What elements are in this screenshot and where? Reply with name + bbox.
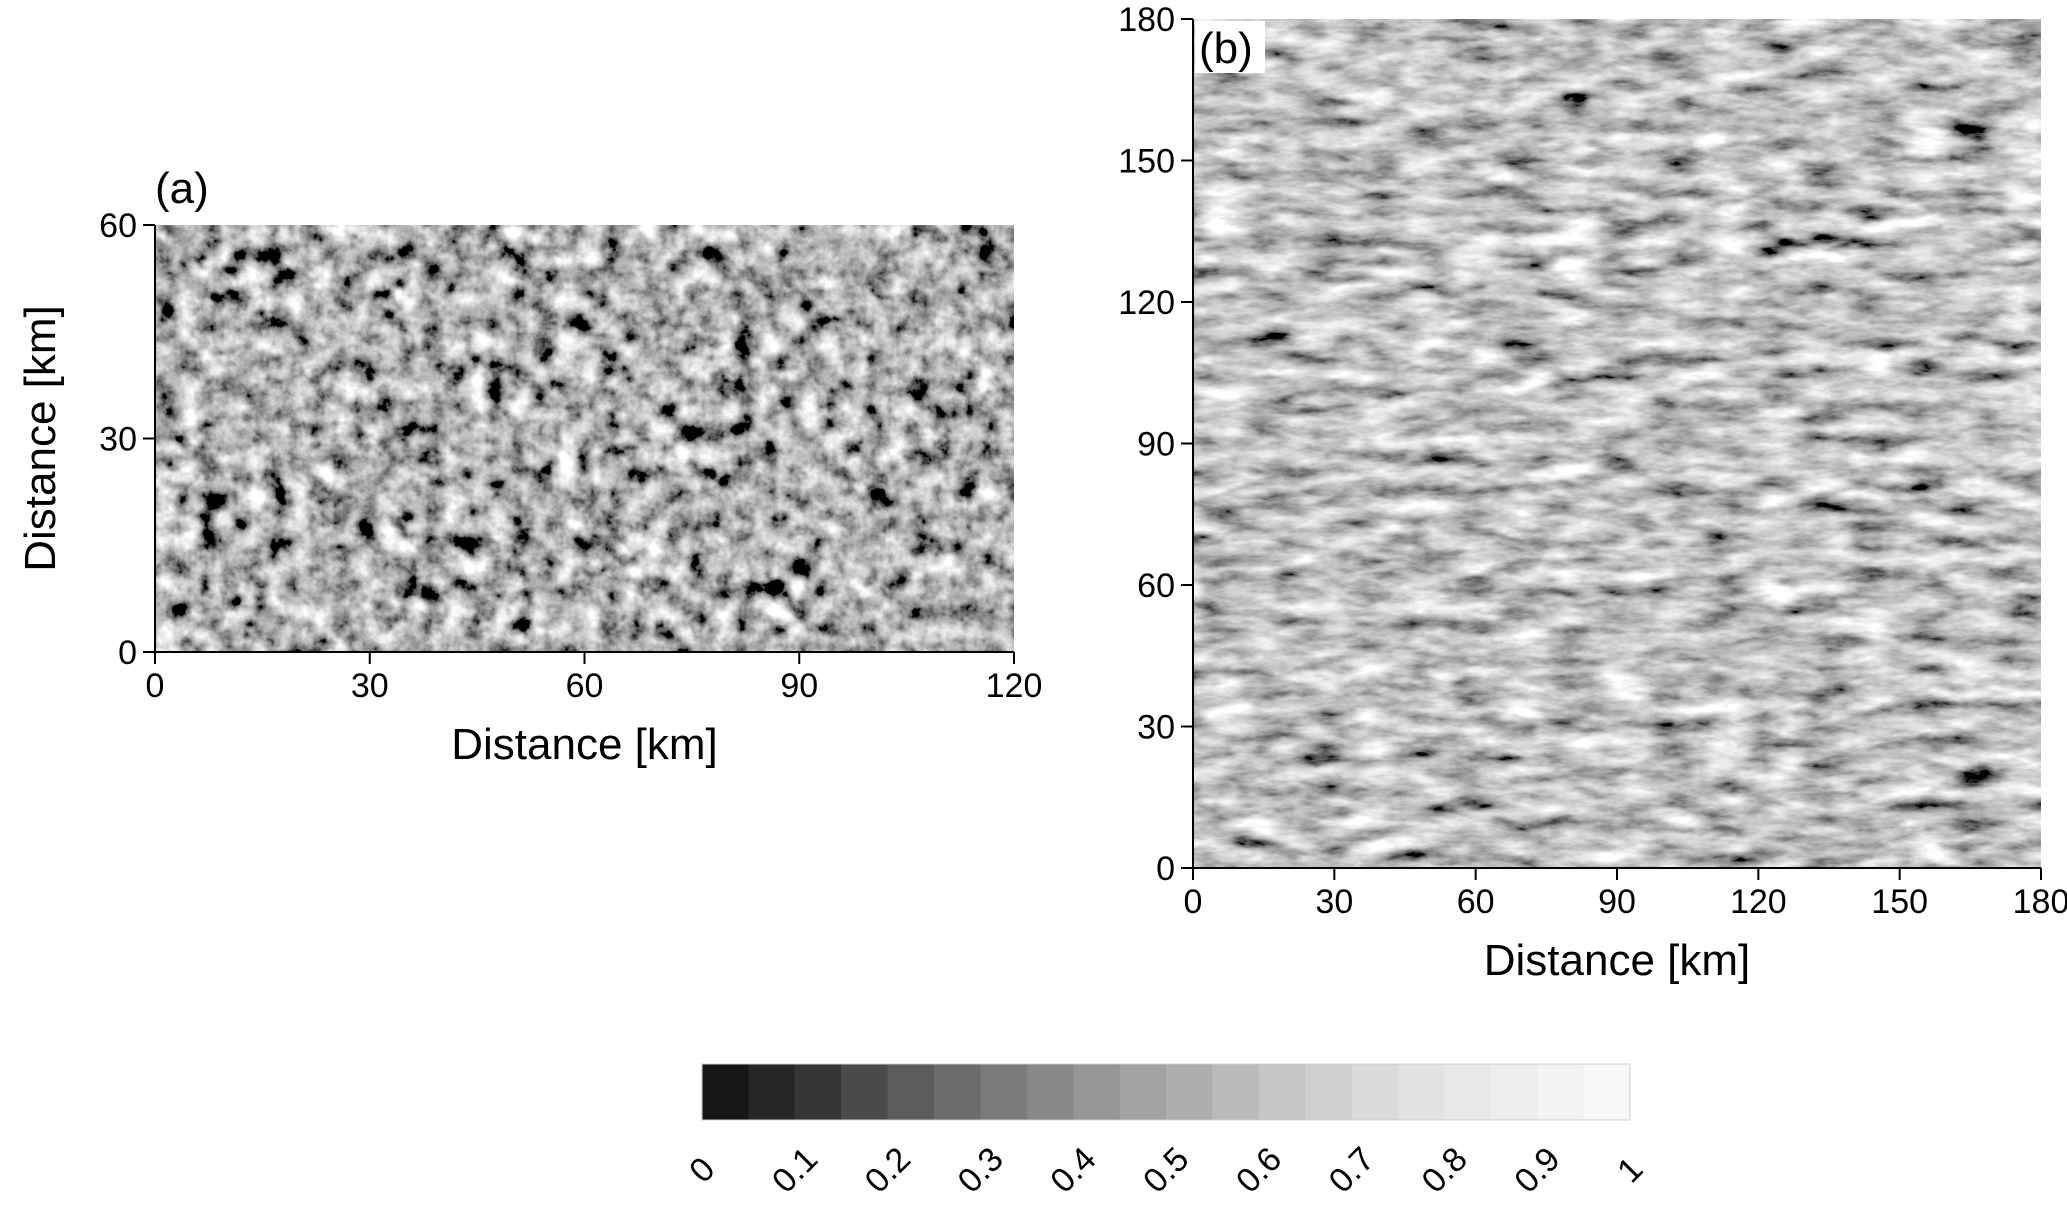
- x-axis-label: Distance [km]: [1484, 936, 1751, 985]
- colorbar-tick-label: 1: [1610, 1150, 1650, 1190]
- colorbar-swatch: [841, 1064, 889, 1120]
- colorbar-tick-label: 0.6: [1229, 1140, 1289, 1200]
- x-tick-label: 180: [2013, 883, 2067, 921]
- colorbar-tick-label: 0.8: [1414, 1140, 1474, 1200]
- colorbar-tick-label: 0.5: [1136, 1140, 1196, 1200]
- y-tick-label: 30: [99, 421, 137, 459]
- x-tick-label: 90: [780, 667, 818, 705]
- colorbar-swatch: [1026, 1064, 1074, 1120]
- x-axis-label: Distance [km]: [451, 720, 718, 769]
- y-tick-label: 0: [118, 634, 137, 672]
- colorbar-swatch: [748, 1064, 796, 1120]
- colorbar-tick-label: 0.7: [1322, 1140, 1382, 1200]
- x-tick-label: 60: [566, 667, 604, 705]
- y-tick-label: 60: [1137, 567, 1175, 605]
- colorbar-swatch: [702, 1064, 749, 1120]
- x-tick-label: 60: [1457, 883, 1495, 921]
- colorbar-tick-label: 0.4: [1043, 1140, 1103, 1200]
- colorbar-swatch: [794, 1064, 842, 1120]
- colorbar-swatch: [1258, 1064, 1306, 1120]
- x-tick-label: 0: [1184, 883, 1203, 921]
- cloud-image: [1193, 19, 2041, 868]
- panel-label-box: [1195, 21, 1265, 73]
- y-tick-label: 90: [1137, 426, 1175, 464]
- y-axis-label: Distance [km]: [16, 305, 65, 572]
- colorbar-tick-label: 0.3: [950, 1140, 1010, 1200]
- colorbar-tick-label: 0: [682, 1150, 722, 1190]
- colorbar-tick-label: 0.2: [858, 1140, 918, 1200]
- colorbar-frame: [701, 1063, 1631, 1121]
- colorbar-swatch: [887, 1064, 935, 1120]
- x-tick-label: 30: [1315, 883, 1353, 921]
- y-tick-label: 180: [1118, 1, 1175, 39]
- colorbar-tick-label: 0.1: [765, 1140, 825, 1200]
- colorbar-swatch: [1305, 1064, 1353, 1120]
- colorbar-swatch: [934, 1064, 981, 1120]
- colorbar-swatch: [1073, 1064, 1121, 1120]
- colorbar-swatch: [1398, 1064, 1445, 1120]
- y-tick-label: 150: [1118, 143, 1175, 181]
- colorbar-swatch: [1119, 1064, 1167, 1120]
- y-tick-label: 60: [99, 207, 137, 245]
- colorbar-swatch: [1490, 1064, 1538, 1120]
- y-tick-label: 0: [1156, 850, 1175, 888]
- x-tick-label: 30: [351, 667, 389, 705]
- x-tick-label: 120: [1730, 883, 1787, 921]
- colorbar-swatch: [1444, 1064, 1492, 1120]
- colorbar-swatch: [1166, 1064, 1213, 1120]
- colorbar-swatch: [1212, 1064, 1260, 1120]
- x-tick-label: 150: [1871, 883, 1928, 921]
- x-tick-label: 90: [1598, 883, 1636, 921]
- colorbar-swatch: [1537, 1064, 1585, 1120]
- colorbar-swatch: [980, 1064, 1028, 1120]
- x-tick-label: 120: [986, 667, 1043, 705]
- cloud-image: [155, 225, 1014, 652]
- colorbar-swatch: [1351, 1064, 1399, 1120]
- y-tick-label: 30: [1137, 709, 1175, 747]
- panel-label: (a): [155, 164, 209, 213]
- colorbar-tick-label: 0.9: [1507, 1140, 1567, 1200]
- colorbar-swatch: [1583, 1064, 1631, 1120]
- y-tick-label: 120: [1118, 284, 1175, 322]
- x-tick-label: 0: [146, 667, 165, 705]
- panel-label: (b): [1199, 24, 1253, 73]
